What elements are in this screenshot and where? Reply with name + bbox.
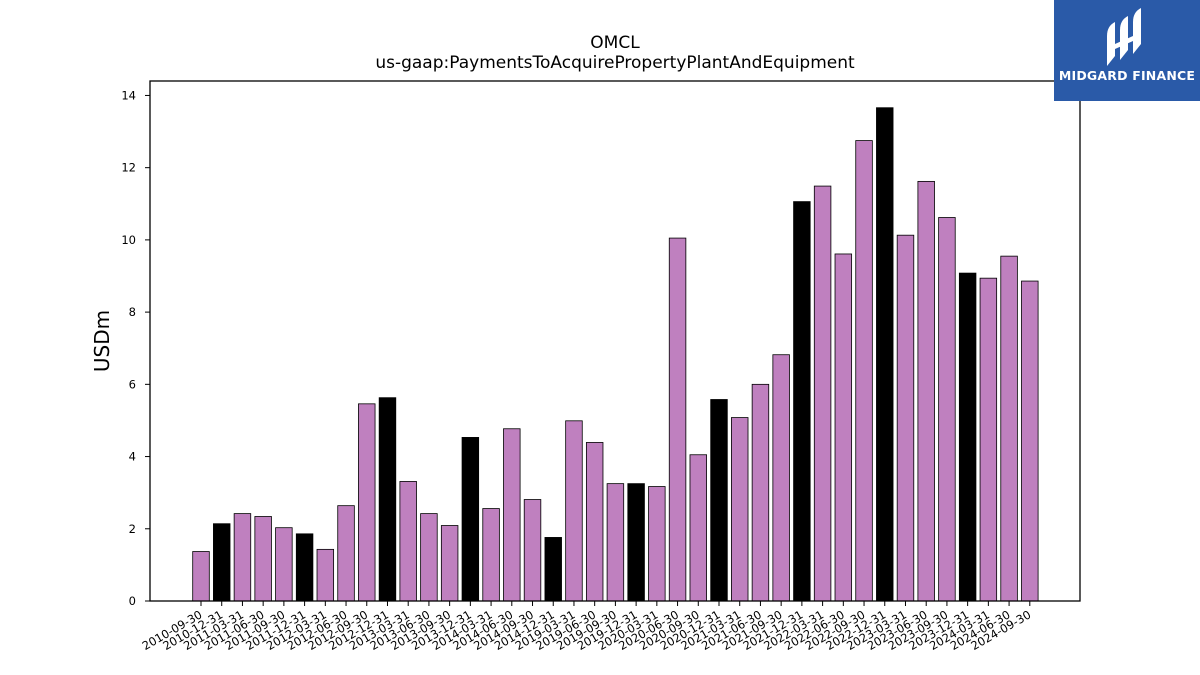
y-tick-label: 10	[121, 233, 136, 247]
bar-2024-09-30	[1021, 280, 1039, 602]
x-axis: 2010-09-302010-12-312011-03-312011-06-30…	[140, 601, 1033, 653]
bar-2020-12-31	[710, 399, 728, 602]
bar-2019-12-31	[627, 483, 645, 602]
y-tick-label: 12	[121, 161, 136, 175]
plot-frame	[149, 80, 1081, 602]
bar-2023-03-31	[896, 234, 915, 602]
y-axis: 0 2 4 6 8 10 12 14	[121, 88, 150, 608]
midgard-finance-logo: MIDGARD FINANCE	[1054, 0, 1200, 101]
chart-subtitle: us-gaap:PaymentsToAcquirePropertyPlantAn…	[375, 53, 855, 73]
bar-2012-03-31	[316, 548, 335, 602]
bar-2014-09-30	[523, 499, 542, 602]
y-tick-label: 2	[129, 522, 136, 536]
bar-2013-12-31	[461, 437, 480, 602]
bar-2013-03-31	[399, 481, 417, 602]
bar-2014-06-30	[503, 428, 521, 602]
bar-2022-12-31	[876, 107, 894, 602]
bar-2020-06-30	[668, 237, 687, 602]
y-tick-label: 6	[129, 377, 136, 391]
bar-2021-03-31	[731, 417, 749, 602]
bar-2023-06-30	[917, 180, 935, 602]
bar-2024-03-31	[979, 277, 998, 602]
bar-series	[192, 107, 1039, 602]
bar-2021-09-30	[772, 354, 790, 602]
chart-title: OMCL	[590, 33, 640, 53]
bar-2014-12-31	[544, 537, 562, 602]
bar-2011-06-30	[254, 516, 272, 602]
bar-2011-12-31	[295, 533, 314, 602]
bar-2022-09-30	[855, 140, 873, 602]
y-tick-label: 0	[129, 594, 136, 608]
bar-2014-03-31	[482, 508, 500, 602]
bar-2012-12-31	[378, 397, 397, 602]
bar-2022-06-30	[834, 253, 853, 602]
bar-2021-12-31	[793, 201, 811, 602]
bar-2022-03-31	[813, 185, 832, 602]
bar-2010-09-30	[192, 551, 210, 602]
bar-2019-06-30	[585, 442, 604, 602]
bar-2012-06-30	[337, 505, 355, 602]
bar-2021-06-30	[751, 383, 770, 602]
bar-2024-06-30	[1000, 255, 1018, 602]
bar-2013-06-30	[420, 513, 438, 602]
bar-2019-03-31	[565, 420, 583, 602]
y-tick-label: 14	[121, 88, 136, 102]
bar-2019-09-30	[606, 483, 625, 602]
bar-2011-03-31	[233, 513, 252, 602]
bar-2023-09-30	[938, 217, 956, 602]
bar-2012-09-30	[358, 403, 376, 602]
bar-2020-03-31	[648, 486, 666, 602]
y-axis-label: USDm	[90, 310, 114, 372]
y-tick-label: 4	[129, 450, 136, 464]
midgard-logo-icon	[1107, 8, 1141, 66]
y-tick-label: 8	[129, 305, 136, 319]
bar-2013-09-30	[440, 525, 459, 602]
bar-2010-12-31	[213, 523, 231, 602]
logo-text: MIDGARD FINANCE	[1058, 68, 1196, 83]
bar-2011-09-30	[275, 527, 293, 602]
bar-2023-12-31	[958, 272, 977, 602]
bar-2020-09-30	[689, 454, 707, 602]
